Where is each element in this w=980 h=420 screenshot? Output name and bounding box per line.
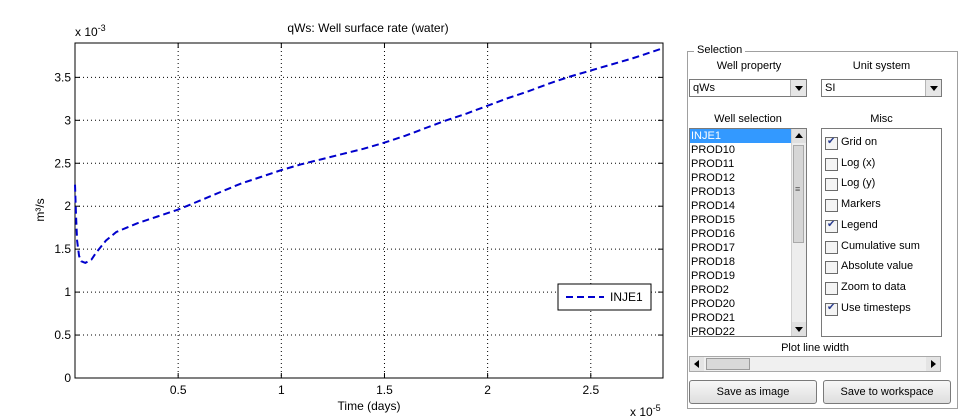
well-list-item[interactable]: PROD2 — [691, 284, 729, 296]
plot-frame — [74, 42, 664, 379]
x-tick-label: 2 — [484, 383, 491, 397]
legend: INJE1 — [557, 283, 652, 311]
well-list-item[interactable]: PROD12 — [691, 172, 736, 184]
well-list-item[interactable]: PROD17 — [691, 242, 736, 254]
scroll-thumb[interactable] — [793, 145, 804, 243]
scroll-left-icon[interactable] — [690, 357, 704, 371]
chevron-down-icon[interactable] — [790, 80, 806, 96]
scroll-up-icon[interactable] — [792, 129, 806, 143]
misc-option-label: Legend — [841, 218, 878, 231]
well-list-scrollbar[interactable] — [791, 129, 806, 336]
unit-system-label: Unit system — [852, 60, 911, 72]
y-tick-label: 2.5 — [54, 156, 71, 170]
x-tick-label: 0.5 — [170, 383, 187, 397]
save-to-workspace-button[interactable]: Save to workspace — [823, 380, 951, 404]
line-width-slider-thumb[interactable] — [706, 358, 750, 370]
y-exponent-label: x 10-3 — [75, 23, 106, 39]
legend-entry-inje1: INJE1 — [610, 290, 643, 304]
unit-system-value: SI — [825, 82, 836, 94]
checkbox-icon[interactable] — [825, 261, 838, 275]
x-tick-label: 1 — [278, 383, 285, 397]
well-selection-list[interactable]: INJE1 PROD10 PROD11 PROD12 PROD13 PROD14 PROD1… — [689, 128, 807, 337]
checkbox-checked-icon[interactable] — [825, 302, 838, 316]
checkbox-checked-icon[interactable] — [825, 219, 838, 233]
scroll-down-icon[interactable] — [792, 322, 806, 336]
grid-lines — [75, 43, 663, 378]
checkbox-icon[interactable] — [825, 199, 838, 213]
axis-ticks: 0.5 1 1.5 2 2.5 0 0.5 1 1.5 2 2.5 3 3.5 — [54, 43, 663, 397]
well-list-item[interactable]: PROD13 — [691, 186, 736, 198]
y-tick-label: 3 — [64, 113, 71, 127]
line-width-label: Plot line width — [781, 342, 849, 354]
misc-option-label: Use timesteps — [841, 301, 911, 314]
well-list-item[interactable]: PROD10 — [691, 144, 736, 156]
series-line-inje1 — [74, 47, 664, 265]
well-list-item[interactable]: PROD22 — [691, 326, 736, 337]
misc-option-label: Grid on — [841, 136, 878, 148]
checkbox-checked-icon[interactable] — [825, 136, 838, 150]
y-tick-label: 0.5 — [54, 328, 71, 342]
misc-option-label: Log (x) — [841, 156, 876, 169]
well-list-item[interactable]: PROD18 — [691, 256, 736, 268]
well-property-select[interactable]: qWs — [689, 79, 807, 97]
checkbox-icon[interactable] — [825, 178, 838, 192]
checkbox-icon[interactable] — [825, 157, 838, 171]
misc-options: Grid on Log (x) Log (y) Markers Legend Cumula… — [821, 128, 942, 337]
checkbox-icon[interactable] — [825, 240, 838, 254]
misc-option-label: Absolute value — [841, 260, 914, 273]
well-property-label: Well property — [716, 60, 782, 72]
scroll-right-icon[interactable] — [926, 357, 940, 371]
well-list-item[interactable]: PROD19 — [691, 270, 736, 282]
y-tick-label: 2 — [64, 199, 71, 213]
checkbox-icon[interactable] — [825, 281, 838, 295]
well-list-item[interactable]: PROD14 — [691, 200, 736, 212]
misc-option-label: Log (y) — [841, 177, 876, 190]
x-tick-label: 1.5 — [376, 383, 393, 397]
misc-option-label: Zoom to data — [841, 280, 906, 293]
selection-groupbox — [687, 51, 958, 409]
well-list-item[interactable]: PROD11 — [691, 158, 735, 170]
chevron-down-icon[interactable] — [925, 80, 941, 96]
x-tick-label: 2.5 — [582, 383, 599, 397]
legend-box — [557, 283, 652, 311]
y-tick-label: 3.5 — [54, 70, 71, 84]
well-list-item[interactable]: PROD21 — [691, 312, 736, 324]
save-as-image-button[interactable]: Save as image — [689, 380, 817, 404]
unit-system-select[interactable]: SI — [821, 79, 942, 97]
x-exponent-label: x 10-5 — [630, 403, 661, 419]
control-panel: Selection Well property qWs Unit system … — [680, 0, 980, 420]
well-list-item[interactable]: INJE1 — [690, 129, 792, 143]
y-tick-label: 1 — [64, 285, 71, 299]
misc-option-label: Cumulative sum — [841, 239, 920, 252]
plot-area: qWs: Well surface rate (water) 0.5 1 1.5 2 2… — [33, 21, 664, 419]
well-property-value: qWs — [693, 82, 715, 94]
well-list-items: INJE1 PROD10 PROD11 PROD12 PROD13 PROD14 PROD1… — [690, 129, 792, 337]
selection-group-title: Selection — [694, 44, 746, 56]
y-axis-label: m³/s — [33, 198, 47, 221]
y-tick-label: 1.5 — [54, 242, 71, 256]
well-list-item[interactable]: PROD15 — [691, 214, 736, 226]
y-tick-label: 0 — [64, 371, 71, 385]
well-selection-label: Well selection — [714, 113, 782, 125]
line-width-slider[interactable] — [689, 356, 941, 372]
chart-title: qWs: Well surface rate (water) — [287, 21, 448, 35]
misc-option-label: Markers — [841, 198, 881, 211]
line-chart: qWs: Well surface rate (water) 0.5 1 1.5 2 2… — [33, 21, 664, 419]
well-list-item[interactable]: PROD20 — [691, 298, 736, 310]
x-axis-label: Time (days) — [338, 399, 401, 413]
well-list-item[interactable]: PROD16 — [691, 228, 736, 240]
misc-label: Misc — [870, 113, 893, 125]
